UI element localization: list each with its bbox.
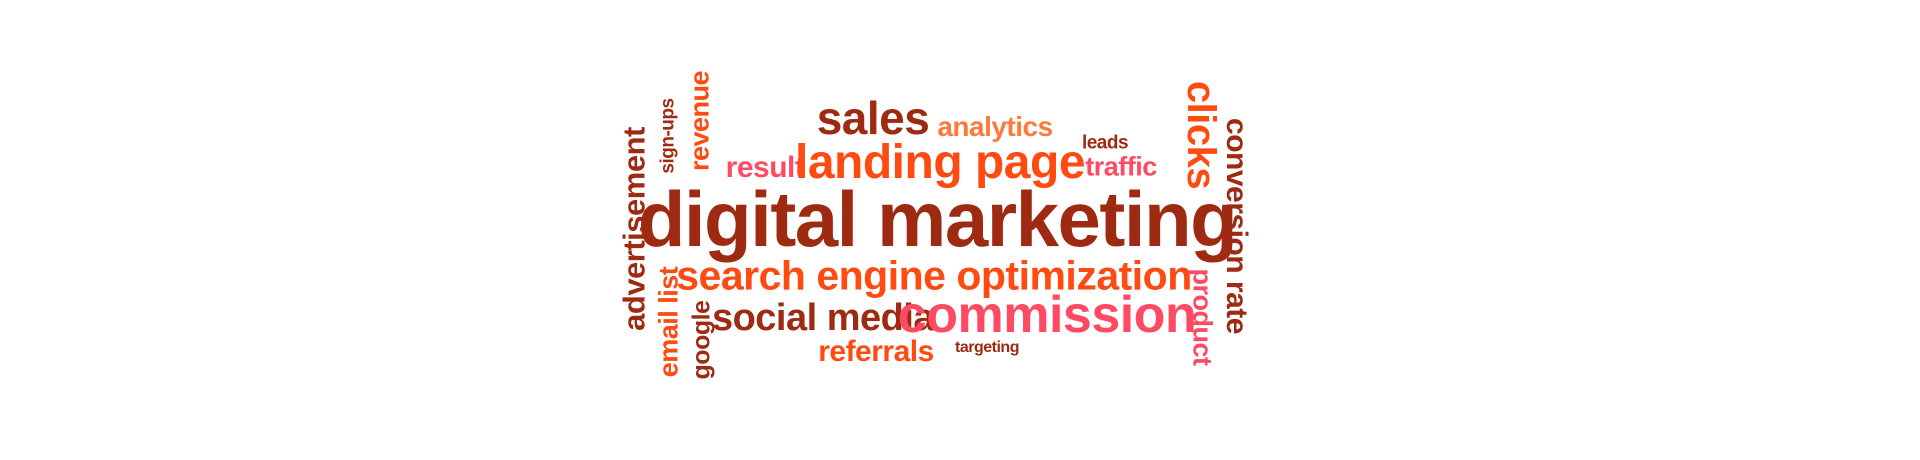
word-product: product	[1187, 268, 1218, 366]
word-clicks: clicks	[1179, 80, 1223, 190]
word-traffic: traffic	[1085, 151, 1157, 182]
word-advertisement: advertisement	[616, 127, 652, 331]
word-revenue: revenue	[684, 70, 715, 172]
word-landing-page: landing page	[794, 136, 1086, 189]
word-sales: sales	[816, 92, 930, 144]
word-analytics: analytics	[937, 111, 1053, 142]
word-leads: leads	[1081, 132, 1129, 154]
word-referrals: referrals	[818, 335, 934, 368]
word-social-media: social media	[711, 297, 935, 339]
word-sign-ups: sign-ups	[657, 98, 679, 174]
word-targeting: targeting	[955, 339, 1019, 356]
word-commission: commission	[897, 286, 1197, 344]
word-conversion-rate: conversion rate	[1220, 118, 1253, 334]
word-email-list: email list	[653, 266, 684, 378]
word-digital-marketing: digital marketing	[637, 175, 1238, 263]
word-google: google	[687, 300, 716, 380]
word-result: result	[725, 151, 805, 184]
word-search-engine-optimization: search engine optimization	[676, 252, 1192, 299]
